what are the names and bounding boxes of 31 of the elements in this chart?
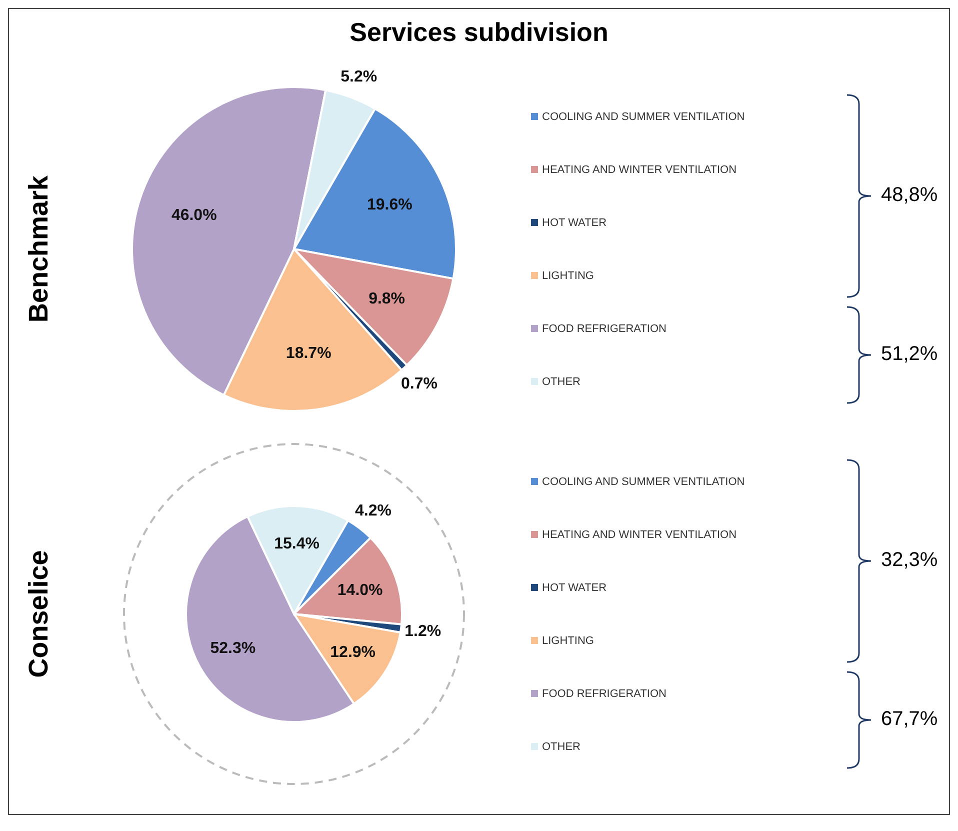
- legend-label: HEATING AND WINTER VENTILATION: [542, 164, 737, 176]
- data-label: 52.3%: [210, 640, 256, 658]
- legend-label: LIGHTING: [542, 634, 594, 646]
- data-label: 15.4%: [274, 535, 320, 552]
- data-label: 46.0%: [171, 207, 217, 224]
- data-label: 0.7%: [401, 375, 438, 392]
- legend-label: OTHER: [542, 740, 580, 752]
- legend-label: FOOD REFRIGERATION: [542, 688, 666, 700]
- data-label: 12.9%: [330, 644, 376, 661]
- text: 32,3%: [881, 549, 938, 572]
- data-label: 19.6%: [366, 196, 412, 214]
- legend-label: LIGHTING: [542, 270, 594, 282]
- legend-label: HEATING AND WINTER VENTILATION: [542, 528, 737, 540]
- data-label: 1.2%: [404, 622, 442, 640]
- legend-label: FOOD REFRIGERATION: [542, 322, 666, 334]
- legend-label: OTHER: [542, 376, 580, 388]
- legend-label: COOLING AND SUMMER VENTILATION: [542, 476, 745, 488]
- data-label: 4.2%: [355, 502, 392, 520]
- text: 51,2%: [881, 343, 938, 366]
- data-label: 14.0%: [337, 582, 383, 599]
- legend-label: HOT WATER: [542, 216, 607, 228]
- text: Benchmark: [24, 175, 54, 323]
- legend-label: HOT WATER: [542, 582, 607, 594]
- chart-title: Services subdivision: [348, 17, 610, 48]
- legend-label: COOLING AND SUMMER VENTILATION: [542, 110, 745, 122]
- data-label: 9.8%: [368, 290, 406, 308]
- data-label: 18.7%: [286, 344, 332, 362]
- text: Conselice: [24, 550, 54, 678]
- data-label: 5.2%: [340, 68, 378, 86]
- text: 48,8%: [881, 184, 938, 207]
- text: 67,7%: [881, 708, 938, 731]
